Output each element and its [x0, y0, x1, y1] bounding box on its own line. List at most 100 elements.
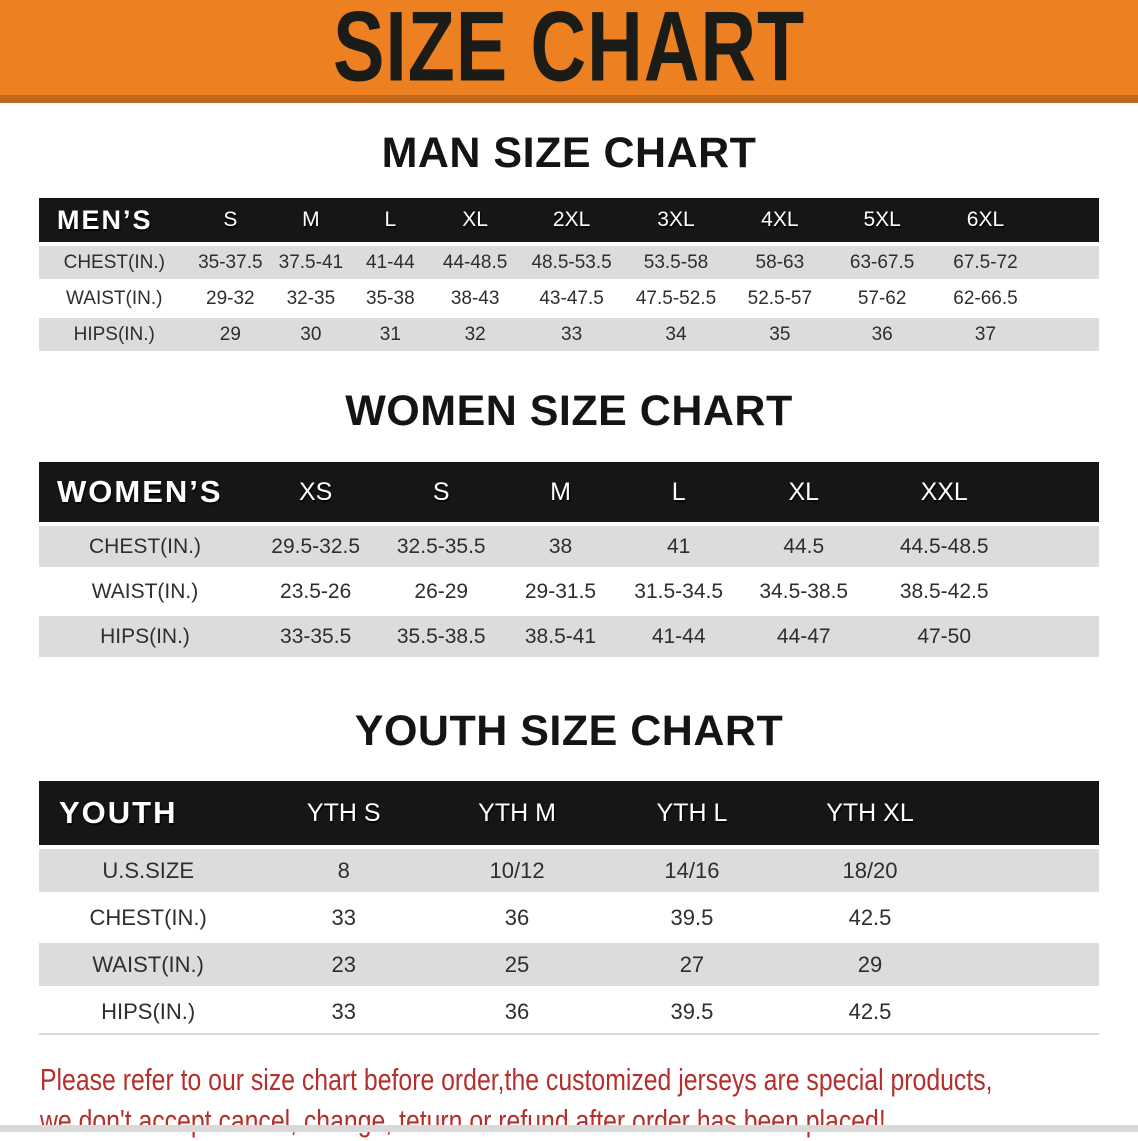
- value-cell: 33-35.5: [251, 612, 381, 657]
- size-column-header: L: [350, 198, 431, 246]
- value-cell: 30: [271, 315, 351, 351]
- row-label: WAIST(IN.): [39, 279, 190, 317]
- value-cell: 23.5-26: [251, 567, 381, 614]
- size-column-header: 5XL: [830, 198, 934, 246]
- value-cell: 37.5-41: [271, 242, 351, 281]
- size-column-header: XL: [430, 198, 521, 246]
- value-cell: 29-31.5: [502, 567, 619, 614]
- value-cell: 34: [623, 315, 729, 351]
- value-cell: 43-47.5: [520, 279, 623, 317]
- value-cell: 35-38: [350, 279, 431, 317]
- disclaimer-text: Please refer to our size chart before or…: [40, 1059, 993, 1141]
- youth-section-heading: YOUTH SIZE CHART: [354, 707, 784, 755]
- spacer-cell: [960, 781, 1099, 849]
- value-cell: 39.5: [603, 986, 780, 1034]
- women-chest-row: CHEST(IN.) 29.5-32.5 32.5-35.5 38 41 44.…: [39, 522, 1099, 569]
- value-cell: 42.5: [779, 986, 961, 1034]
- value-cell: 26-29: [380, 567, 503, 614]
- size-column-header: YTH XL: [779, 781, 961, 849]
- value-cell: 29.5-32.5: [251, 522, 381, 569]
- women-corner-label: WOMEN’S: [39, 462, 251, 526]
- women-hips-row: HIPS(IN.) 33-35.5 35.5-38.5 38.5-41 41-4…: [39, 612, 1099, 657]
- value-cell: 36: [830, 315, 934, 351]
- size-column-header: XXL: [868, 462, 1020, 526]
- men-chest-row: CHEST(IN.) 35-37.5 37.5-41 41-44 44-48.5…: [39, 242, 1099, 281]
- spacer-cell: [960, 986, 1099, 1034]
- spacer-cell: [1037, 198, 1099, 246]
- value-cell: 8: [257, 845, 431, 894]
- spacer-cell: [1019, 612, 1099, 657]
- value-cell: 33: [257, 892, 431, 941]
- value-cell: 29-32: [189, 279, 272, 317]
- disclaimer-line-2: we don't accept cancel, change, teturn o…: [40, 1103, 886, 1138]
- size-column-header: S: [380, 462, 503, 526]
- row-label: CHEST(IN.): [39, 892, 258, 941]
- row-label: HIPS(IN.): [39, 315, 190, 351]
- value-cell: 47-50: [868, 612, 1020, 657]
- size-column-header: 2XL: [520, 198, 623, 246]
- size-column-header: YTH L: [603, 781, 780, 849]
- spacer-cell: [1019, 567, 1099, 614]
- value-cell: 44-47: [738, 612, 869, 657]
- value-cell: 39.5: [603, 892, 780, 941]
- bottom-edge-strip: [0, 1125, 1138, 1132]
- value-cell: 44.5-48.5: [868, 522, 1020, 569]
- value-cell: 63-67.5: [830, 242, 934, 281]
- value-cell: 41-44: [350, 242, 431, 281]
- value-cell: 38.5-41: [502, 612, 619, 657]
- spacer-cell: [1037, 315, 1099, 351]
- value-cell: 44.5: [738, 522, 869, 569]
- spacer-cell: [1037, 279, 1099, 317]
- value-cell: 58-63: [728, 242, 831, 281]
- value-cell: 53.5-58: [623, 242, 729, 281]
- value-cell: 36: [430, 892, 604, 941]
- value-cell: 57-62: [830, 279, 934, 317]
- value-cell: 23: [257, 939, 431, 988]
- size-column-header: YTH M: [430, 781, 604, 849]
- value-cell: 38.5-42.5: [868, 567, 1020, 614]
- men-size-table: MEN’S S M L XL 2XL 3XL 4XL 5XL 6XL CHEST…: [39, 198, 1099, 351]
- youth-chest-row: CHEST(IN.) 33 36 39.5 42.5: [39, 892, 1099, 941]
- youth-hips-row: HIPS(IN.) 33 36 39.5 42.5: [39, 986, 1099, 1034]
- value-cell: 25: [430, 939, 604, 988]
- women-table-header-row: WOMEN’S XS S M L XL XXL: [39, 462, 1099, 526]
- value-cell: 44-48.5: [430, 242, 521, 281]
- size-column-header: XL: [738, 462, 869, 526]
- youth-ussize-row: U.S.SIZE 8 10/12 14/16 18/20: [39, 845, 1099, 894]
- spacer-cell: [960, 939, 1099, 988]
- value-cell: 29: [189, 315, 272, 351]
- spacer-cell: [1037, 242, 1099, 281]
- women-section-heading: WOMEN SIZE CHART: [345, 387, 793, 435]
- value-cell: 31.5-34.5: [618, 567, 739, 614]
- youth-table-header-row: YOUTH YTH S YTH M YTH L YTH XL: [39, 781, 1099, 849]
- value-cell: 10/12: [430, 845, 604, 894]
- row-label: U.S.SIZE: [39, 845, 258, 894]
- size-column-header: XS: [251, 462, 381, 526]
- disclaimer-line-1: Please refer to our size chart before or…: [40, 1062, 993, 1097]
- value-cell: 29: [779, 939, 961, 988]
- value-cell: 36: [430, 986, 604, 1034]
- value-cell: 33: [520, 315, 623, 351]
- value-cell: 62-66.5: [933, 279, 1038, 317]
- value-cell: 48.5-53.5: [520, 242, 623, 281]
- row-label: WAIST(IN.): [39, 939, 258, 988]
- size-chart-banner: SIZE CHART: [0, 0, 1138, 103]
- men-section-heading: MAN SIZE CHART: [381, 129, 757, 177]
- men-table-header-row: MEN’S S M L XL 2XL 3XL 4XL 5XL 6XL: [39, 198, 1099, 246]
- spacer-cell: [960, 845, 1099, 894]
- youth-waist-row: WAIST(IN.) 23 25 27 29: [39, 939, 1099, 988]
- row-label: CHEST(IN.): [39, 242, 190, 281]
- value-cell: 18/20: [779, 845, 961, 894]
- size-column-header: L: [618, 462, 739, 526]
- row-label: WAIST(IN.): [39, 567, 251, 614]
- value-cell: 35.5-38.5: [380, 612, 503, 657]
- value-cell: 47.5-52.5: [623, 279, 729, 317]
- men-waist-row: WAIST(IN.) 29-32 32-35 35-38 38-43 43-47…: [39, 279, 1099, 317]
- men-hips-row: HIPS(IN.) 29 30 31 32 33 34 35 36 37: [39, 315, 1099, 351]
- women-size-table: WOMEN’S XS S M L XL XXL CHEST(IN.) 29.5-…: [39, 462, 1099, 657]
- value-cell: 38: [502, 522, 619, 569]
- banner-title: SIZE CHART: [332, 0, 806, 103]
- value-cell: 27: [603, 939, 780, 988]
- size-column-header: M: [271, 198, 351, 246]
- value-cell: 42.5: [779, 892, 961, 941]
